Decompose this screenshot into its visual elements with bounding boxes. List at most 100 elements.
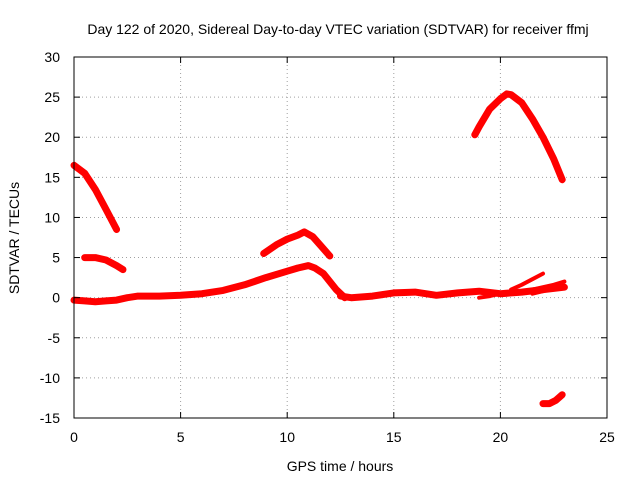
data-point	[92, 186, 98, 192]
data-point	[540, 134, 546, 140]
data-point	[530, 292, 534, 296]
data-point	[333, 287, 339, 293]
data-point	[220, 287, 226, 293]
data-point	[124, 295, 130, 301]
data-point	[520, 283, 524, 287]
data-point	[103, 257, 109, 263]
data-point	[92, 255, 98, 261]
data-point	[529, 116, 535, 122]
data-point	[497, 96, 503, 102]
data-point	[546, 401, 552, 407]
data-point	[274, 242, 279, 248]
series-arc-negative	[539, 391, 566, 408]
data-point	[135, 293, 141, 299]
data-point	[103, 206, 109, 212]
data-point	[487, 106, 493, 112]
data-point	[559, 177, 565, 183]
data-point	[348, 295, 354, 301]
data-point	[477, 296, 481, 300]
data-point	[498, 292, 502, 296]
data-point	[261, 251, 267, 256]
y-tick-label: 10	[44, 209, 60, 225]
x-axis-ticks: 0 5 10 15 20 25	[70, 57, 615, 445]
data-point	[327, 279, 333, 285]
data-point	[559, 392, 565, 398]
data-point	[455, 290, 461, 296]
data-point	[551, 156, 557, 162]
y-tick-label: -5	[48, 330, 61, 346]
y-axis-ticks: -15 -10 -5 0 5 10 15 20 25 30	[40, 49, 607, 426]
data-point	[520, 289, 524, 293]
y-tick-label: 0	[52, 290, 60, 306]
y-tick-label: -15	[40, 410, 60, 426]
plot-frame	[73, 56, 608, 419]
data-point	[476, 124, 482, 130]
y-tick-label: -10	[40, 370, 60, 386]
series-arc-1	[70, 161, 121, 233]
y-tick-label: 15	[44, 169, 60, 185]
data-point	[540, 401, 546, 407]
series-arc-late-scatter	[530, 283, 567, 296]
data-point	[103, 298, 109, 304]
data-point	[412, 289, 418, 295]
data-point	[562, 280, 566, 284]
data-point	[82, 298, 88, 304]
data-point	[509, 291, 513, 295]
x-tick-label: 0	[70, 429, 78, 445]
data-point	[433, 292, 439, 298]
y-tick-label: 5	[52, 250, 60, 266]
data-point	[82, 255, 88, 261]
data-point	[541, 272, 545, 276]
series-group	[70, 90, 568, 408]
data-point	[114, 297, 120, 303]
data-point	[553, 397, 559, 403]
data-point	[120, 267, 126, 273]
data-point	[156, 293, 162, 299]
data-point	[338, 293, 343, 299]
y-tick-label: 30	[44, 49, 60, 65]
data-point	[114, 263, 120, 269]
x-tick-label: 25	[599, 429, 615, 445]
data-point	[327, 253, 333, 259]
data-point	[530, 288, 534, 292]
data-point	[541, 289, 545, 293]
data-point	[114, 227, 120, 232]
data-point	[312, 265, 318, 271]
data-point	[552, 286, 556, 290]
data-point	[472, 132, 478, 138]
data-point	[562, 284, 566, 288]
data-point	[504, 91, 510, 97]
series-baseline-1	[70, 262, 349, 306]
data-point	[92, 299, 98, 305]
chart-title: Day 122 of 2020, Sidereal Day-to-day VTE…	[87, 21, 588, 37]
x-tick-label: 5	[177, 429, 185, 445]
data-point	[263, 275, 269, 281]
data-point	[370, 293, 375, 299]
data-point	[199, 291, 205, 297]
data-point	[295, 232, 301, 238]
x-axis-label: GPS time / hours	[287, 458, 394, 474]
data-point	[82, 170, 88, 176]
data-point	[242, 282, 248, 288]
data-point	[519, 100, 525, 106]
x-tick-label: 20	[493, 429, 509, 445]
y-tick-label: 20	[44, 129, 60, 145]
data-point	[391, 290, 397, 296]
data-point	[306, 263, 311, 269]
data-point	[530, 277, 534, 281]
data-point	[178, 292, 184, 298]
y-axis-label: SDTVAR / TECUs	[6, 182, 22, 294]
data-point	[509, 288, 513, 292]
x-tick-label: 15	[386, 429, 402, 445]
data-point	[320, 271, 326, 277]
data-point	[552, 283, 556, 287]
data-point	[476, 288, 482, 294]
data-point	[488, 294, 492, 298]
data-point	[310, 234, 316, 240]
data-point	[301, 229, 307, 235]
y-tick-label: 25	[44, 89, 60, 105]
data-point	[318, 243, 324, 249]
series-arc-rise-late	[509, 271, 545, 292]
data-point	[295, 265, 301, 271]
